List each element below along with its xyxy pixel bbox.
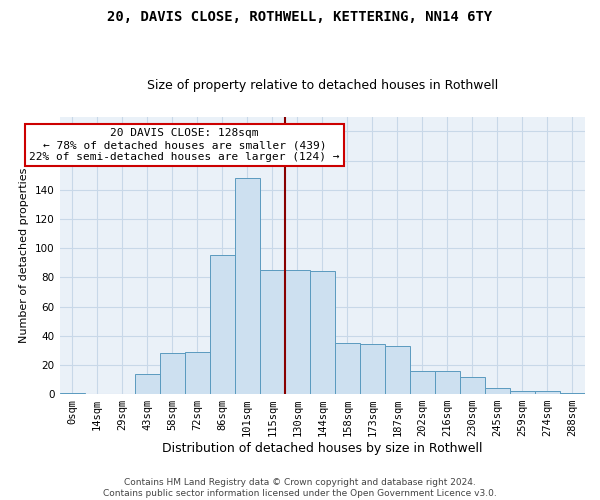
Bar <box>160 353 185 394</box>
Bar <box>485 388 510 394</box>
Bar <box>260 270 285 394</box>
Bar <box>235 178 260 394</box>
Bar <box>285 270 310 394</box>
Bar <box>185 352 209 394</box>
Bar <box>385 346 410 394</box>
Bar <box>410 370 435 394</box>
Bar <box>134 374 160 394</box>
Y-axis label: Number of detached properties: Number of detached properties <box>19 168 29 343</box>
Bar <box>360 344 385 394</box>
Bar <box>435 370 460 394</box>
Bar <box>560 392 585 394</box>
Text: 20, DAVIS CLOSE, ROTHWELL, KETTERING, NN14 6TY: 20, DAVIS CLOSE, ROTHWELL, KETTERING, NN… <box>107 10 493 24</box>
Bar <box>209 256 235 394</box>
Bar <box>510 391 535 394</box>
Bar <box>310 272 335 394</box>
Bar <box>335 343 360 394</box>
Text: 20 DAVIS CLOSE: 128sqm
← 78% of detached houses are smaller (439)
22% of semi-de: 20 DAVIS CLOSE: 128sqm ← 78% of detached… <box>29 128 340 162</box>
Title: Size of property relative to detached houses in Rothwell: Size of property relative to detached ho… <box>146 79 498 92</box>
Bar <box>59 392 85 394</box>
Bar <box>535 391 560 394</box>
Bar <box>460 376 485 394</box>
Text: Contains HM Land Registry data © Crown copyright and database right 2024.
Contai: Contains HM Land Registry data © Crown c… <box>103 478 497 498</box>
X-axis label: Distribution of detached houses by size in Rothwell: Distribution of detached houses by size … <box>162 442 482 455</box>
